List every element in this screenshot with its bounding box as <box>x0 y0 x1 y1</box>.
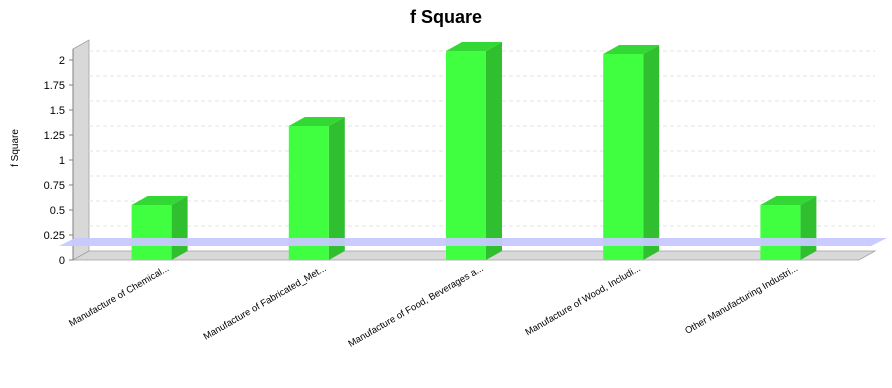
bar-top <box>760 196 817 205</box>
y-tick-label: 0.5 <box>50 205 65 217</box>
chart-title: f Square <box>410 7 482 27</box>
x-tick-label: Manufacture of Wood, Includi... <box>523 263 642 338</box>
bar-top <box>288 117 345 126</box>
bar-side <box>328 117 345 260</box>
y-tick-label: 0 <box>59 255 65 267</box>
bar-top <box>603 45 660 54</box>
bar-side <box>486 42 502 260</box>
y-tick-label: 1.25 <box>44 130 65 142</box>
bar <box>131 205 172 260</box>
y-axis-wall <box>72 39 90 261</box>
bar-side <box>800 196 817 260</box>
y-tick-label: 1 <box>59 155 65 167</box>
bar-top <box>131 196 188 205</box>
y-tick-label: 0.25 <box>44 230 65 242</box>
bar-top <box>446 42 502 51</box>
bar-side <box>643 45 660 260</box>
x-tick-label: Manufacture of Food, Beverages a... <box>346 263 485 350</box>
y-tick-label: 1.5 <box>50 105 65 117</box>
bar <box>446 51 486 260</box>
plot-area: 0 0.25 0.5 0.75 1 1.25 1.5 1.75 2 Manufacture of … <box>44 39 887 350</box>
x-tick-label: Manufacture of Fabricated_Met... <box>202 263 329 342</box>
x-tick-label: Other Manufacturing Industri... <box>683 263 800 337</box>
bar <box>288 126 329 260</box>
bar <box>603 54 644 260</box>
threshold-band <box>59 238 887 246</box>
y-axis-label: f Square <box>10 129 21 167</box>
bar-side <box>171 196 188 260</box>
y-tick-label: 1.75 <box>44 80 65 92</box>
y-tick-label: 2 <box>59 55 65 67</box>
bar <box>760 205 801 260</box>
y-tick-label: 0.75 <box>44 180 65 192</box>
x-tick-label: Manufacture of Chemical... <box>67 263 171 329</box>
